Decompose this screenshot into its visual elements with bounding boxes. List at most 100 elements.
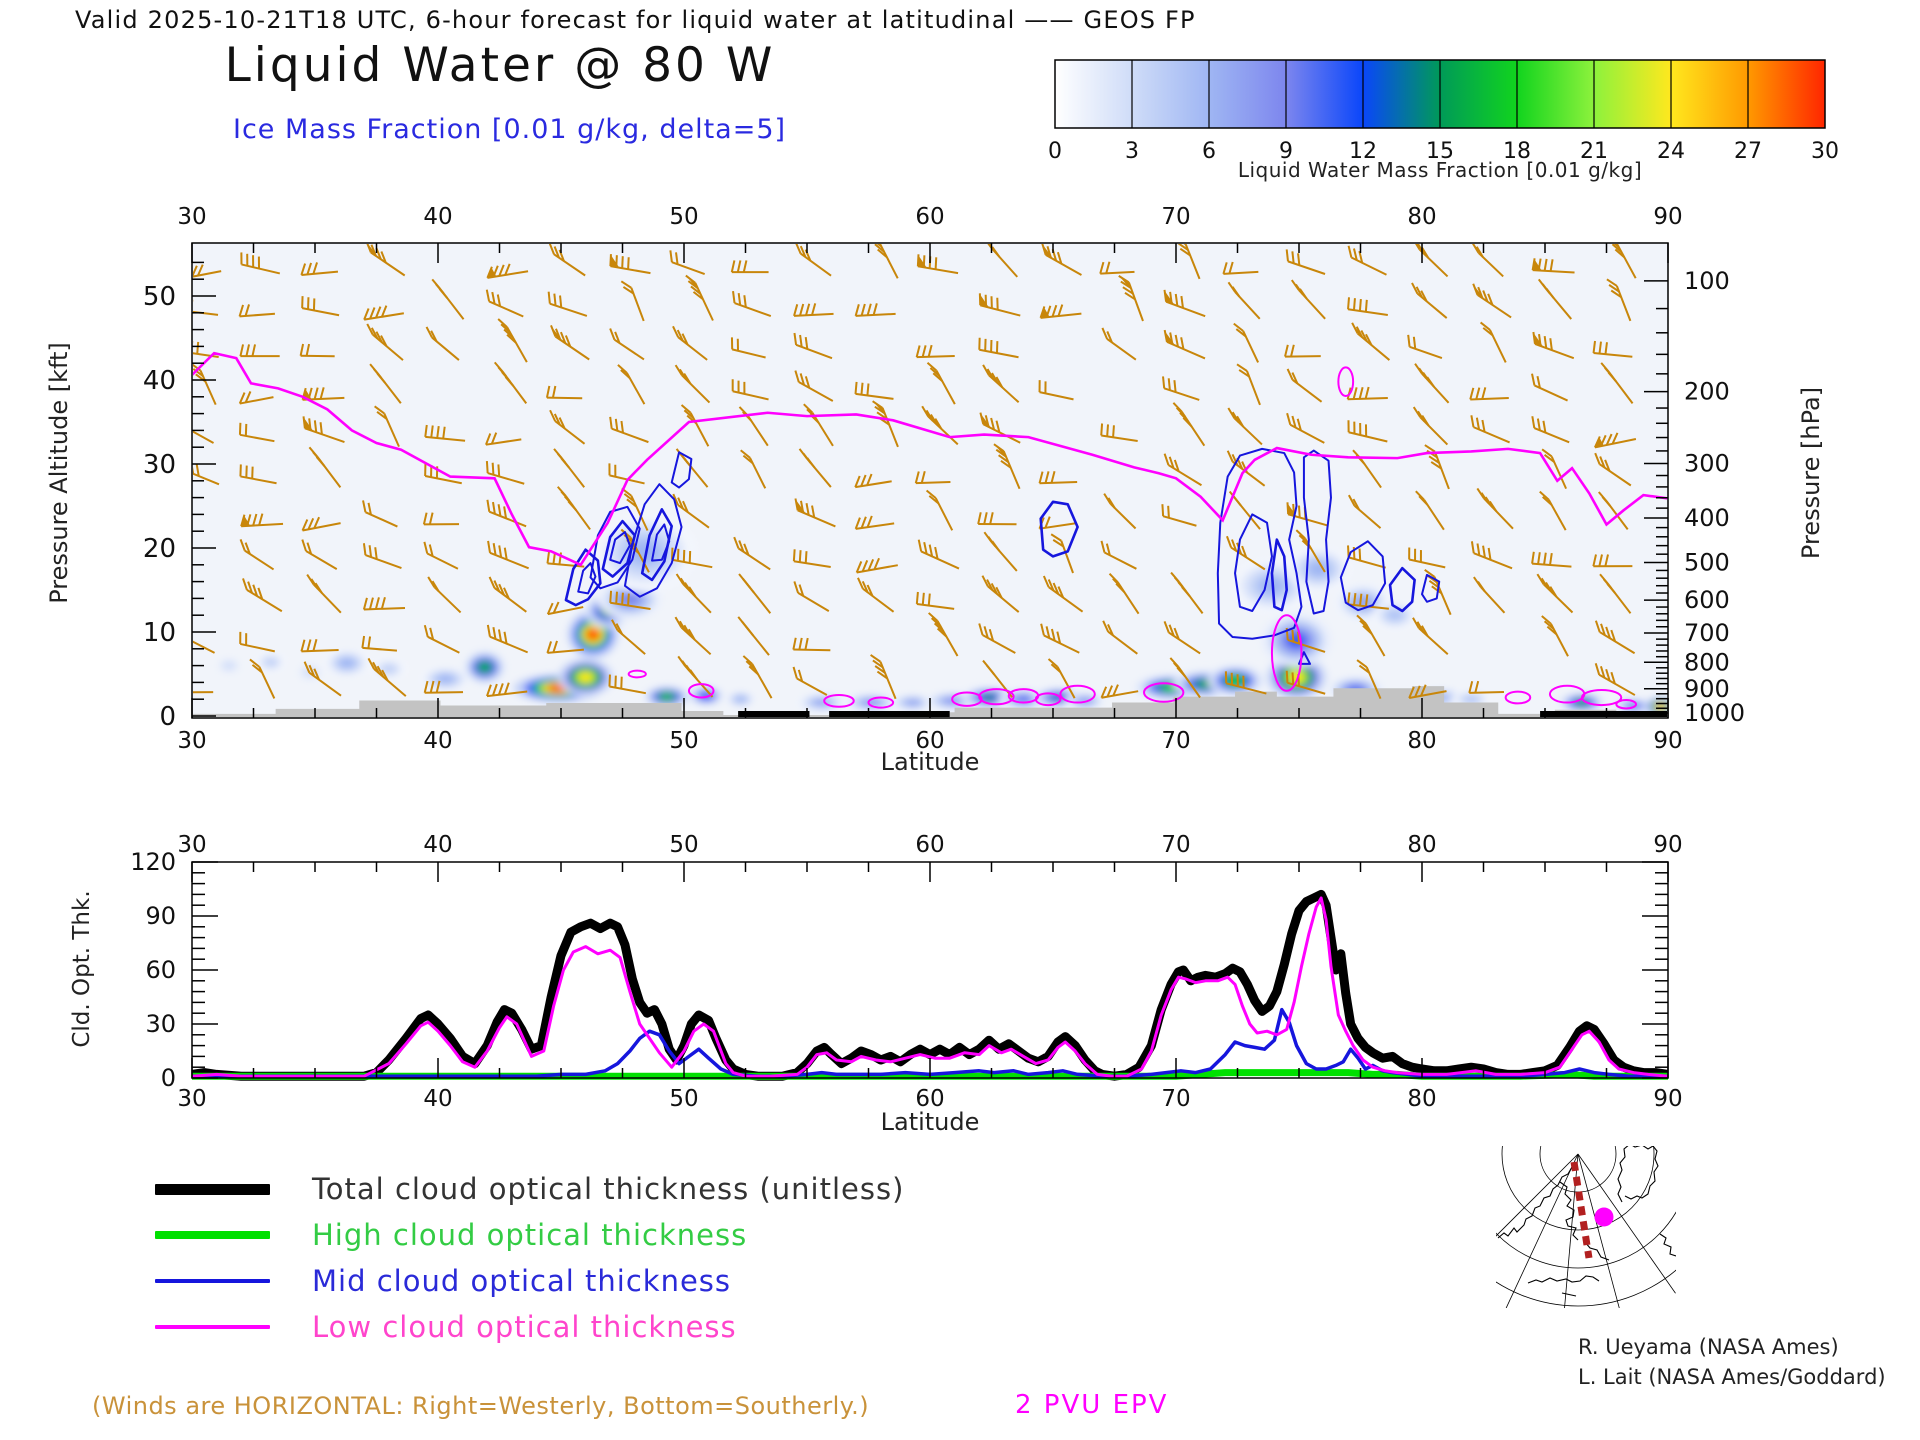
tick-label: 27	[1734, 139, 1762, 164]
tick-label: 60	[915, 1086, 944, 1112]
tick-label: 24	[1657, 139, 1685, 164]
tick-label: 60	[915, 832, 944, 858]
tick-label: 15	[1426, 139, 1454, 164]
optical-thickness-axes	[191, 861, 1669, 1079]
axis-title-pressure-altitude: Pressure Altitude [kft]	[45, 342, 73, 604]
axis-title-pressure-hpa: Pressure [hPa]	[1797, 386, 1825, 560]
tick-label: 12	[1349, 139, 1377, 164]
legend-label-mid: Mid cloud optical thickness	[312, 1264, 732, 1298]
tick-label: 3	[1125, 139, 1139, 164]
tick-label: 20	[143, 534, 176, 564]
sea-surface-segment	[1540, 711, 1667, 717]
tick-label: 40	[423, 204, 452, 230]
legend-row-low: Low cloud optical thickness	[155, 1304, 904, 1350]
tick-label: 500	[1684, 548, 1730, 576]
tick-label: 60	[145, 956, 176, 984]
legend-swatch-mid	[155, 1279, 270, 1283]
ice-fraction-subtitle: Ice Mass Fraction [0.01 g/kg, delta=5]	[233, 114, 787, 145]
tick-label: 90	[1653, 204, 1682, 230]
legend-swatch-total	[155, 1183, 270, 1195]
colorbar-caption: Liquid Water Mass Fraction [0.01 g/kg]	[1237, 158, 1643, 182]
cross-section-track	[1570, 1161, 1593, 1259]
tick-label: 30	[145, 1010, 176, 1038]
tick-label: 40	[423, 832, 452, 858]
legend-label-total: Total cloud optical thickness (unitless)	[312, 1172, 905, 1206]
tick-label: 120	[130, 848, 176, 876]
series-total	[192, 889, 1668, 1081]
axis-title-latitude-top: Latitude	[880, 748, 980, 776]
tick-label: 70	[1161, 1086, 1190, 1112]
tick-label: 10	[143, 618, 176, 648]
tick-label: 400	[1684, 504, 1730, 532]
tick-label: 100	[1684, 267, 1730, 295]
tick-label: 30	[177, 728, 206, 754]
legend-row-high: High cloud optical thickness	[155, 1212, 904, 1258]
tick-label: 30	[1811, 139, 1839, 164]
tick-label: 30	[177, 832, 206, 858]
tick-label: 60	[915, 204, 944, 230]
tick-label: 40	[423, 1086, 452, 1112]
tick-label: 18	[1503, 139, 1531, 164]
epv-loop	[1337, 366, 1355, 397]
tick-label: 0	[159, 702, 176, 732]
tick-label: 80	[1407, 832, 1436, 858]
legend-label-high: High cloud optical thickness	[312, 1218, 748, 1252]
tick-label: 90	[1653, 1086, 1682, 1112]
tick-label: 200	[1684, 378, 1730, 406]
tick-label: 0	[1048, 139, 1062, 164]
tick-label: 90	[145, 902, 176, 930]
tick-label: 90	[1653, 832, 1682, 858]
legend-swatch-low	[155, 1325, 270, 1329]
tick-label: 0	[161, 1064, 176, 1092]
tick-label: 30	[143, 450, 176, 480]
sea-surface-segment	[829, 711, 950, 717]
credit-line-2: L. Lait (NASA Ames/Goddard)	[1578, 1365, 1886, 1389]
epv-label: 2 PVU EPV	[1015, 1390, 1169, 1420]
winds-note: (Winds are HORIZONTAL: Right=Westerly, B…	[92, 1392, 870, 1420]
tick-label: 80	[1407, 204, 1436, 230]
series-low	[192, 896, 1668, 1078]
ice-mass-fraction-contours	[564, 447, 1441, 665]
legend-row-total: Total cloud optical thickness (unitless)	[155, 1166, 904, 1212]
tick-label: 70	[1161, 204, 1190, 230]
tick-label: 300	[1684, 450, 1730, 478]
tick-label: 30	[177, 204, 206, 230]
tick-label: 50	[669, 1086, 698, 1112]
page-title: Liquid Water @ 80 W	[224, 38, 776, 93]
map-graticule	[1496, 1146, 1676, 1308]
tick-label: 70	[1161, 832, 1190, 858]
legend-row-mid: Mid cloud optical thickness	[155, 1258, 904, 1304]
location-dot	[1594, 1207, 1614, 1227]
tick-label: 60	[915, 728, 944, 754]
tick-label: 600	[1684, 586, 1730, 614]
tick-label: 80	[1407, 728, 1436, 754]
legend: Total cloud optical thickness (unitless)…	[155, 1166, 904, 1350]
tick-label: 50	[669, 728, 698, 754]
axis-title-cld-opt-thk: Cld. Opt. Thk.	[69, 890, 95, 1048]
tick-label: 900	[1684, 675, 1730, 703]
tick-label: 50	[669, 204, 698, 230]
tick-label: 90	[1653, 728, 1682, 754]
legend-label-low: Low cloud optical thickness	[312, 1310, 737, 1344]
cross-section-panel: 3030404050506060707080809090010203040501…	[143, 204, 1745, 754]
axis-title-latitude-bottom: Latitude	[880, 1108, 980, 1136]
cross-section-axes	[191, 242, 1669, 719]
low-cloud-contours	[627, 614, 1638, 710]
tick-label: 50	[143, 282, 176, 312]
sea-surface-segment	[738, 711, 810, 717]
tick-label: 50	[669, 832, 698, 858]
tick-label: 1000	[1684, 699, 1745, 727]
map-inset	[1496, 1146, 1676, 1308]
tick-label: 800	[1684, 648, 1730, 676]
tick-label: 21	[1580, 139, 1608, 164]
colorbar: 0 3 6 9 12 15 18 21 24 27 30	[1048, 59, 1839, 164]
tick-label: 80	[1407, 1086, 1436, 1112]
tick-label: 700	[1684, 619, 1730, 647]
tick-label: 40	[423, 728, 452, 754]
credits: R. Ueyama (NASA Ames) L. Lait (NASA Ames…	[1578, 1332, 1886, 1392]
valid-line: Valid 2025-10-21T18 UTC, 6-hour forecast…	[75, 6, 1196, 34]
tick-label: 30	[177, 1086, 206, 1112]
